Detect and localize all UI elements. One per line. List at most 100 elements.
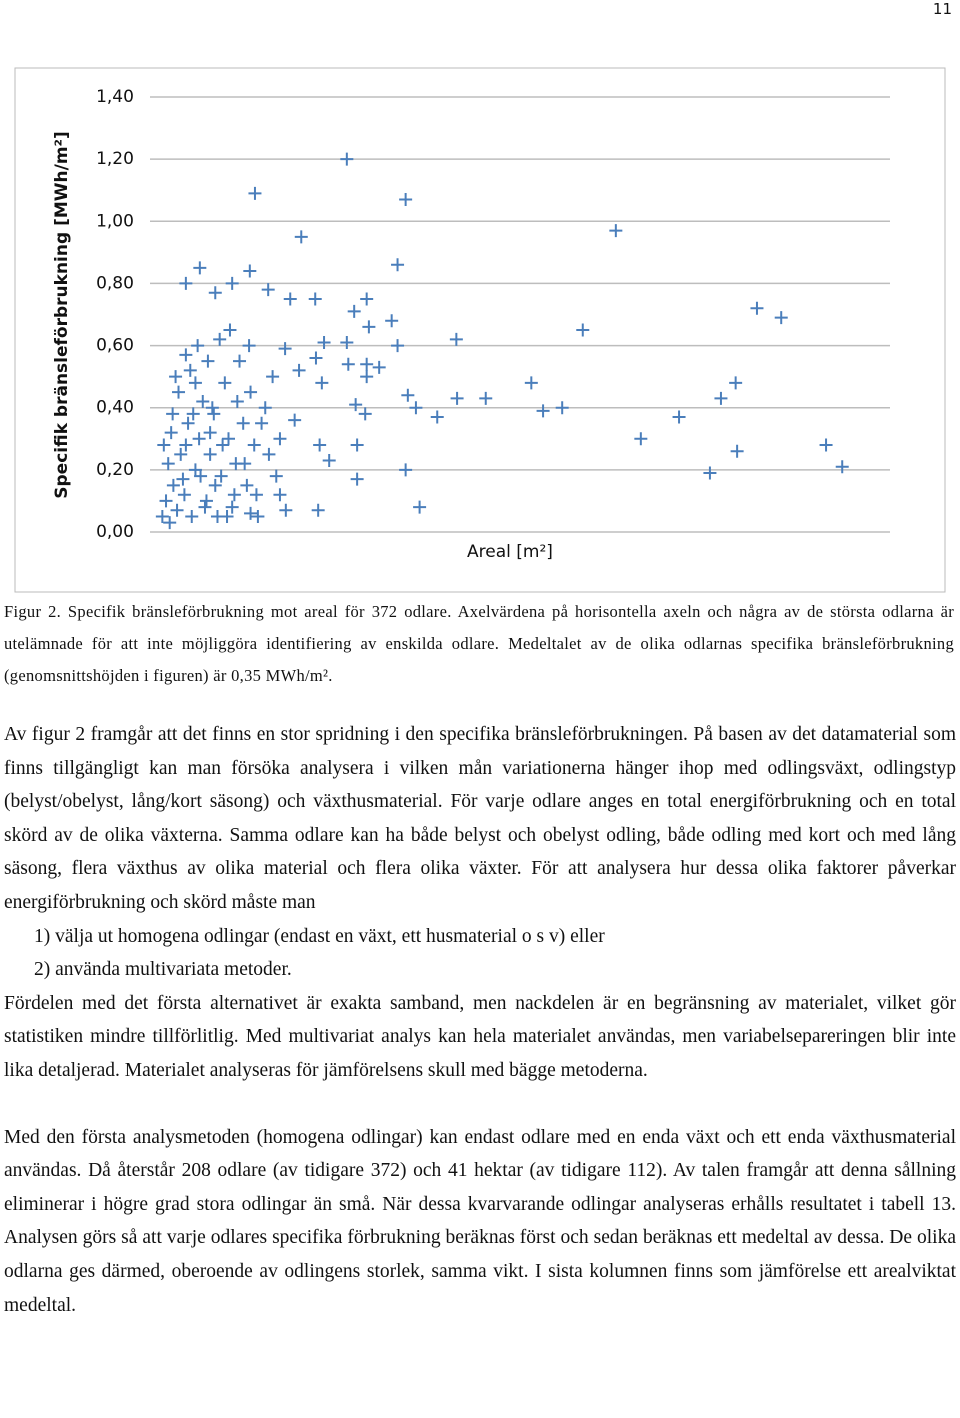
data-point <box>247 438 261 452</box>
x-axis-title: Areal [m²] <box>467 542 553 562</box>
data-point <box>248 186 262 200</box>
data-point <box>161 457 175 471</box>
data-point <box>269 469 283 483</box>
data-point <box>244 506 258 520</box>
data-point <box>203 447 217 461</box>
data-point <box>223 323 237 337</box>
data-point <box>181 416 195 430</box>
data-point <box>198 500 212 514</box>
data-point <box>340 152 354 166</box>
data-point <box>179 438 193 452</box>
paragraph: Av figur 2 framgår att det finns en stor… <box>4 724 956 913</box>
data-point <box>555 401 569 415</box>
data-point <box>609 224 623 238</box>
data-point <box>159 494 173 508</box>
data-point <box>449 332 463 346</box>
data-point <box>273 488 287 502</box>
data-point <box>819 438 833 452</box>
y-tick-label: 0,80 <box>96 273 134 293</box>
data-point <box>208 286 222 300</box>
paragraph: Med den första analysmetoden (homogena o… <box>4 1126 956 1316</box>
y-tick-label: 1,40 <box>96 87 134 107</box>
data-point <box>391 258 405 272</box>
data-point <box>409 401 423 415</box>
data-point <box>730 444 744 458</box>
data-point <box>170 503 184 517</box>
data-point <box>244 385 258 399</box>
data-point <box>238 457 252 471</box>
data-point <box>203 426 217 440</box>
data-point <box>315 376 329 390</box>
body-text: Av figur 2 framgår att det finns en stor… <box>4 718 956 1322</box>
data-point <box>177 488 191 502</box>
y-tick-label: 0,60 <box>96 336 134 356</box>
data-point <box>194 469 208 483</box>
data-point <box>193 261 207 275</box>
data-point <box>188 376 202 390</box>
data-point <box>222 432 235 446</box>
data-point <box>576 323 590 337</box>
data-point <box>266 370 280 384</box>
data-point <box>179 348 193 362</box>
data-point <box>155 509 169 523</box>
data-point <box>225 500 239 514</box>
chart-frame <box>14 67 946 593</box>
data-point <box>350 472 364 486</box>
data-point <box>186 407 200 421</box>
data-point <box>199 494 213 508</box>
data-point <box>401 388 415 402</box>
y-tick-label: 0,40 <box>96 398 134 418</box>
data-point <box>372 360 386 374</box>
data-point <box>634 432 648 446</box>
y-tick-label: 0,20 <box>96 460 134 480</box>
data-point <box>196 395 210 408</box>
y-axis-title: Specifik bränsleförbrukning [MWh/m²] <box>52 131 72 499</box>
data-point <box>360 370 374 384</box>
data-point <box>774 311 788 325</box>
data-point <box>157 438 171 452</box>
data-point <box>261 283 275 297</box>
data-point <box>163 516 177 530</box>
data-point <box>362 320 376 334</box>
data-point <box>213 332 227 346</box>
data-point <box>349 398 363 412</box>
data-point <box>243 264 257 278</box>
data-point <box>317 335 331 349</box>
data-point <box>479 391 493 405</box>
data-point <box>220 509 234 523</box>
figure-caption: Figur 2. Specifik bränsleförbrukning mot… <box>4 602 954 685</box>
data-point <box>672 410 686 424</box>
data-point <box>185 509 199 523</box>
data-point <box>242 339 256 353</box>
data-point <box>341 357 355 371</box>
data-point <box>358 407 372 421</box>
data-point <box>225 276 239 290</box>
page-number: 11 <box>932 0 952 18</box>
data-point <box>279 503 293 517</box>
list-item: 1) välja ut homogena odlingar (endast en… <box>34 925 605 947</box>
data-point <box>350 438 364 452</box>
y-tick-label: 1,20 <box>96 149 134 169</box>
data-point <box>311 503 325 517</box>
data-point <box>176 472 190 486</box>
data-point <box>227 488 241 502</box>
data-point <box>233 354 247 368</box>
data-point <box>169 370 183 384</box>
data-point <box>218 376 232 390</box>
data-point <box>174 447 188 461</box>
data-point <box>703 466 717 480</box>
data-point <box>164 426 178 440</box>
data-point <box>249 488 263 502</box>
data-point <box>536 404 550 418</box>
data-point <box>251 509 265 523</box>
data-point <box>201 354 215 368</box>
data-point <box>399 463 413 477</box>
data-point <box>835 460 849 474</box>
data-point <box>340 335 354 349</box>
data-point <box>309 351 323 365</box>
y-tick-label: 0,00 <box>96 522 134 542</box>
data-point <box>166 478 180 492</box>
data-point <box>413 500 427 514</box>
data-point <box>308 292 322 306</box>
